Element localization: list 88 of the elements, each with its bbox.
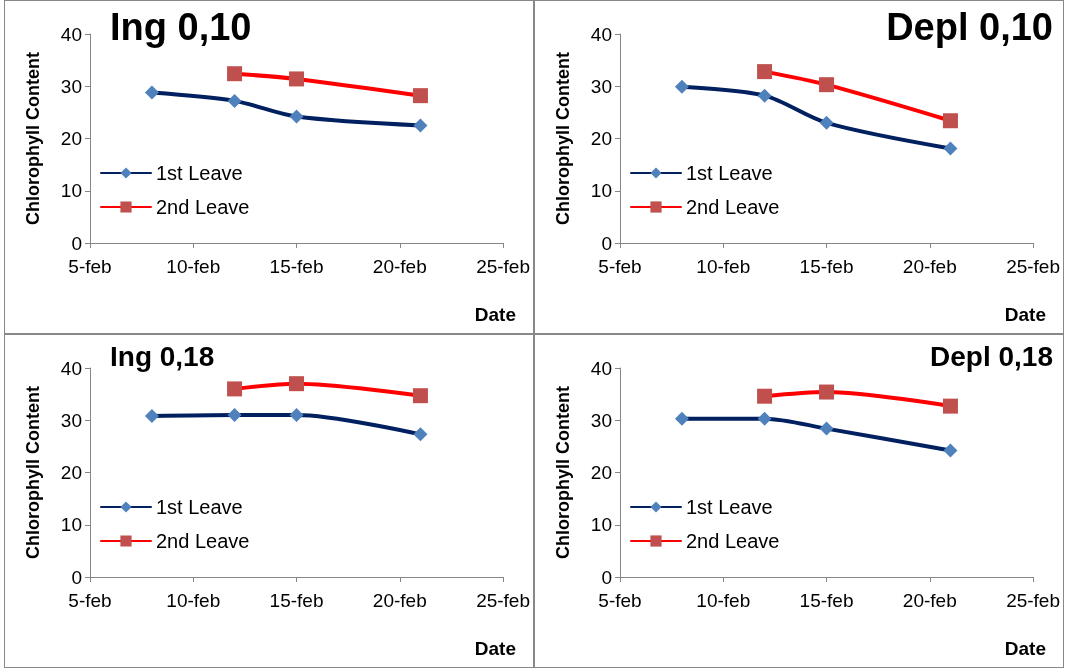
x-tick-label: 15-feb — [269, 590, 324, 611]
legend-label: 2nd Leave — [686, 196, 780, 218]
point — [757, 88, 772, 103]
point — [819, 421, 834, 436]
x-tick-label: 5-feb — [598, 256, 642, 277]
x-tick-label: 10-feb — [166, 590, 221, 611]
x-tick-label: 5-feb — [68, 256, 112, 277]
point — [227, 93, 242, 108]
x-tick-label: 25-feb — [476, 590, 530, 611]
point — [943, 141, 958, 156]
legend-label: 2nd Leave — [156, 530, 250, 552]
point — [144, 85, 159, 100]
point — [227, 381, 243, 397]
y-tick-label: 30 — [590, 75, 612, 97]
x-tick-label: 20-feb — [372, 256, 427, 277]
x-axis-title: Date — [1004, 638, 1047, 659]
x-axis-title: Date — [1004, 304, 1047, 325]
legend-label: 1st Leave — [686, 496, 773, 518]
x-tick-label: 25-feb — [476, 256, 530, 277]
point — [942, 398, 958, 414]
legend-label: 2nd Leave — [686, 530, 780, 552]
x-tick-label: 10-feb — [166, 256, 221, 277]
point — [819, 115, 834, 130]
point — [943, 443, 958, 458]
y-axis-title: Chlorophyll Content — [23, 52, 43, 225]
x-tick-label: 20-feb — [372, 590, 427, 611]
x-tick-label: 15-feb — [269, 256, 324, 277]
y-tick-label: 10 — [590, 514, 612, 536]
legend-label: 2nd Leave — [156, 196, 250, 218]
y-tick-label: 10 — [60, 180, 82, 202]
y-axis-title: Chlorophyll Content — [553, 52, 573, 225]
point — [412, 388, 428, 404]
point — [289, 376, 305, 392]
y-tick-label: 10 — [590, 180, 612, 202]
x-tick-label: 10-feb — [696, 590, 751, 611]
point — [144, 409, 159, 424]
point — [674, 79, 689, 94]
y-tick-label: 40 — [60, 357, 82, 379]
x-tick-label: 10-feb — [696, 256, 751, 277]
x-tick-label: 15-feb — [799, 256, 854, 277]
x-tick-label: 20-feb — [902, 590, 957, 611]
chart-title: Depl 0,18 — [930, 340, 1053, 372]
chart-title: Ing 0,10 — [110, 6, 252, 48]
y-tick-label: 0 — [601, 566, 612, 588]
y-axis-title: Chlorophyll Content — [23, 386, 43, 559]
y-tick-label: 20 — [590, 462, 612, 483]
point — [227, 66, 243, 82]
point — [757, 64, 773, 80]
point — [757, 411, 772, 426]
y-tick-label: 0 — [71, 232, 82, 254]
point — [819, 384, 835, 400]
y-tick-label: 10 — [60, 514, 82, 536]
point — [757, 388, 773, 404]
y-tick-label: 20 — [60, 128, 82, 149]
x-tick-label: 5-feb — [68, 590, 112, 611]
y-tick-label: 20 — [60, 462, 82, 483]
legend-label: 1st Leave — [156, 162, 243, 184]
point — [289, 408, 304, 423]
point — [413, 118, 428, 133]
y-tick-label: 40 — [590, 357, 612, 379]
point — [413, 427, 428, 442]
point — [819, 77, 835, 93]
x-tick-label: 25-feb — [1006, 256, 1060, 277]
y-tick-label: 0 — [601, 232, 612, 254]
y-tick-label: 40 — [590, 23, 612, 45]
x-tick-label: 25-feb — [1006, 590, 1060, 611]
y-tick-label: 30 — [590, 409, 612, 431]
legend-label: 1st Leave — [686, 162, 773, 184]
y-axis-title: Chlorophyll Content — [553, 386, 573, 559]
point — [942, 113, 958, 129]
point — [412, 88, 428, 104]
y-tick-label: 30 — [60, 75, 82, 97]
x-tick-label: 5-feb — [598, 590, 642, 611]
point — [674, 411, 689, 426]
x-axis-title: Date — [474, 304, 517, 325]
chart-title: Ing 0,18 — [110, 340, 215, 372]
point — [289, 71, 305, 87]
point — [227, 408, 242, 423]
legend-label: 1st Leave — [156, 496, 243, 518]
y-tick-label: 40 — [60, 23, 82, 45]
x-axis-title: Date — [474, 638, 517, 659]
x-tick-label: 20-feb — [902, 256, 957, 277]
y-tick-label: 20 — [590, 128, 612, 149]
point — [289, 109, 304, 124]
y-tick-label: 30 — [60, 409, 82, 431]
chart-title: Depl 0,10 — [886, 6, 1054, 48]
y-tick-label: 0 — [71, 566, 82, 588]
x-tick-label: 15-feb — [799, 590, 854, 611]
